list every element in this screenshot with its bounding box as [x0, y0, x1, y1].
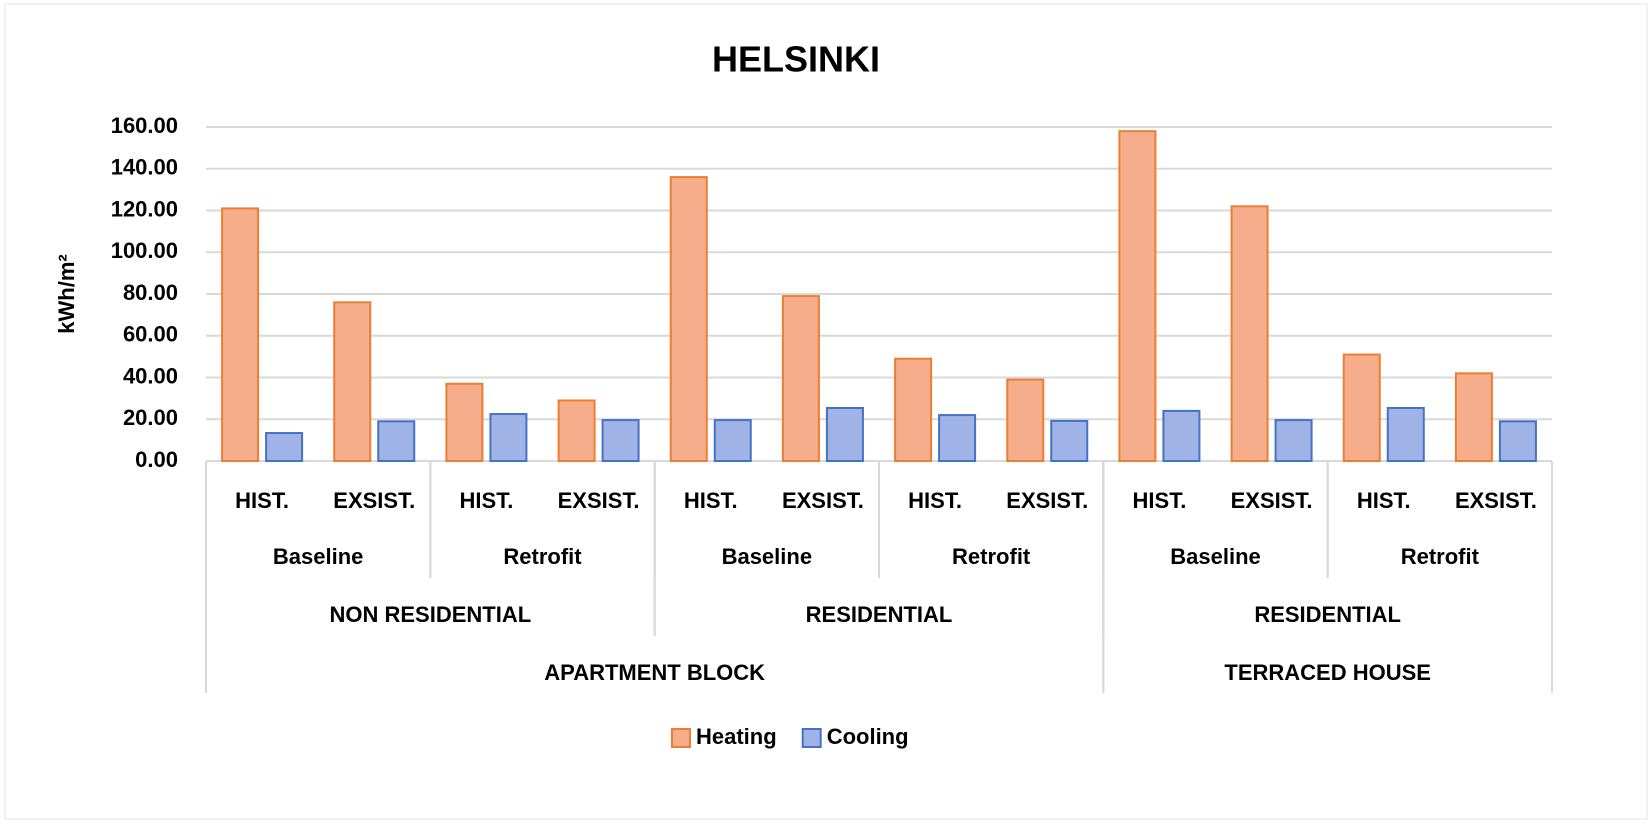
group-label: Baseline: [722, 544, 813, 569]
bar: [713, 419, 752, 462]
legend-swatch: [801, 728, 822, 748]
y-tick-label: 100.00: [111, 238, 178, 263]
bar: [221, 207, 260, 462]
bar: [1230, 205, 1269, 462]
legend-label: Cooling: [827, 724, 909, 749]
x-tick-label: EXSIST.: [782, 488, 864, 513]
x-tick-label: EXSIST.: [1455, 488, 1537, 513]
y-tick-label: 40.00: [123, 363, 178, 388]
y-tick-label: 20.00: [123, 405, 178, 430]
y-tick-label: 80.00: [123, 280, 178, 305]
y-tick-label: 0.00: [135, 447, 178, 472]
bar: [1118, 130, 1157, 463]
x-tick-label: EXSIST.: [558, 488, 640, 513]
bar: [1162, 409, 1201, 462]
x-tick-label: HIST.: [1357, 488, 1411, 513]
group-label: Baseline: [1170, 544, 1261, 569]
group-label: TERRACED HOUSE: [1224, 660, 1431, 685]
y-axis-label: kWh/m²: [54, 254, 79, 333]
group-label: Retrofit: [503, 544, 582, 569]
bar: [1006, 378, 1045, 462]
x-tick-label: HIST.: [1133, 488, 1187, 513]
group-label: Baseline: [273, 544, 364, 569]
y-tick-label: 120.00: [111, 196, 178, 221]
y-tick-label: 160.00: [111, 113, 178, 138]
x-tick-label: HIST.: [460, 488, 514, 513]
y-tick-label: 60.00: [123, 322, 178, 347]
bar: [557, 399, 596, 462]
bar: [1386, 406, 1425, 463]
x-tick-label: EXSIST.: [1231, 488, 1313, 513]
group-label: RESIDENTIAL: [1254, 602, 1401, 627]
bar: [1342, 353, 1381, 463]
x-tick-label: EXSIST.: [1006, 488, 1088, 513]
x-tick-label: HIST.: [908, 488, 962, 513]
group-label: NON RESIDENTIAL: [329, 602, 531, 627]
bar: [445, 382, 484, 463]
bar: [1498, 420, 1537, 462]
legend-label: Heating: [696, 724, 777, 749]
bar: [489, 413, 528, 462]
bar: [894, 357, 933, 462]
bar: [1454, 372, 1493, 463]
legend-swatch: [671, 728, 691, 748]
x-tick-label: EXSIST.: [333, 488, 415, 513]
bar: [1050, 419, 1089, 463]
group-label: Retrofit: [952, 544, 1031, 569]
bar: [265, 432, 304, 462]
bar: [1274, 419, 1313, 462]
bar: [669, 176, 708, 462]
group-label: RESIDENTIAL: [806, 602, 953, 627]
bar: [781, 295, 820, 462]
bar: [333, 301, 372, 462]
bar: [938, 414, 977, 463]
x-tick-label: HIST.: [684, 488, 738, 513]
y-tick-label: 140.00: [111, 155, 178, 180]
group-label: APARTMENT BLOCK: [544, 660, 765, 685]
bar: [601, 419, 640, 462]
chart-title: HELSINKI: [712, 39, 880, 80]
group-label: Retrofit: [1401, 544, 1480, 569]
bar: [825, 406, 864, 463]
x-tick-label: HIST.: [235, 488, 289, 513]
bar: [377, 420, 416, 462]
